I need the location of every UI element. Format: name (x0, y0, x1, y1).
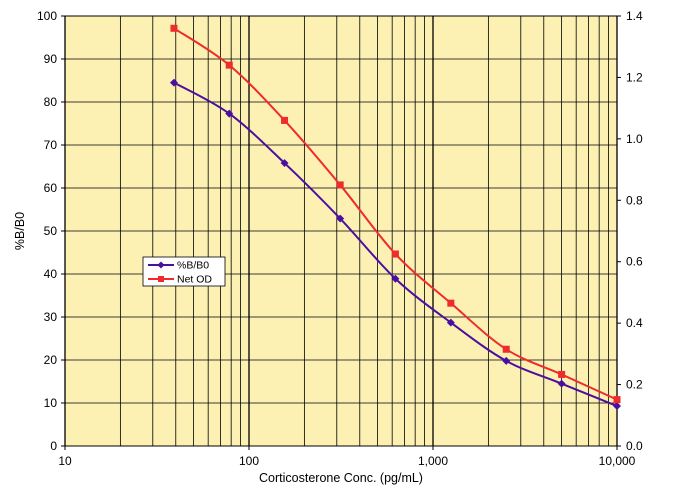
data-point-netod (502, 345, 510, 353)
left-tick-label: 100 (37, 9, 57, 23)
legend: %B/B0 Net OD (142, 256, 226, 287)
left-tick-label: 30 (44, 310, 58, 324)
data-point-netod (447, 299, 455, 307)
legend-box (142, 256, 226, 287)
right-tick-label: 0.8 (626, 193, 643, 207)
data-point-netod (281, 116, 289, 124)
data-point-netod (558, 370, 566, 378)
right-axis-ticks: 0.0 0.2 0.4 0.6 0.8 1.0 1.2 1.4 (617, 9, 643, 453)
right-tick-label: 0.6 (626, 255, 643, 269)
series-line-netod (173, 27, 618, 401)
data-point-netod (336, 181, 344, 189)
right-tick-label: 1.2 (626, 70, 643, 84)
data-point-netod (613, 396, 621, 404)
x-axis-ticks: 10 100 1,000 10,000 (58, 446, 636, 468)
data-point-netod (170, 24, 178, 32)
legend-label-bb0: %B/B0 (177, 260, 209, 272)
data-point-bb0 (280, 159, 289, 168)
data-point-bb0 (613, 402, 621, 410)
left-tick-label: 10 (44, 396, 58, 410)
x-tick-label: 1,000 (418, 454, 448, 468)
y-axis-title-left: %B/B0 (13, 212, 27, 250)
left-tick-label: 80 (44, 95, 58, 109)
left-tick-label: 40 (44, 267, 58, 281)
left-tick-label: 0 (50, 439, 57, 453)
right-tick-label: 0.0 (626, 439, 643, 453)
data-point-bb0 (391, 274, 400, 283)
right-tick-label: 1.0 (626, 132, 643, 146)
left-tick-label: 70 (44, 138, 58, 152)
right-tick-label: 0.2 (626, 378, 643, 392)
data-point-bb0 (446, 318, 455, 327)
x-tick-label: 10,000 (599, 454, 636, 468)
left-tick-label: 60 (44, 181, 58, 195)
legend-label-netod: Net OD (177, 274, 212, 286)
left-tick-label: 20 (44, 353, 58, 367)
right-tick-label: 0.4 (626, 316, 643, 330)
x-tick-label: 100 (239, 454, 259, 468)
data-point-netod (225, 61, 233, 69)
left-axis-ticks: 0 10 20 30 40 50 60 70 80 90 100 (37, 9, 65, 453)
left-tick-label: 50 (44, 224, 58, 238)
data-point-bb0 (336, 214, 345, 223)
legend-marker-netod (158, 276, 164, 282)
left-tick-label: 90 (44, 52, 58, 66)
x-tick-label: 10 (58, 454, 72, 468)
data-point-bb0 (502, 356, 511, 365)
legend-marker-bb0 (157, 261, 165, 269)
data-point-netod (391, 250, 399, 258)
x-axis-title: Corticosterone Conc. (pg/mL) (259, 471, 423, 485)
right-tick-label: 1.4 (626, 9, 643, 23)
